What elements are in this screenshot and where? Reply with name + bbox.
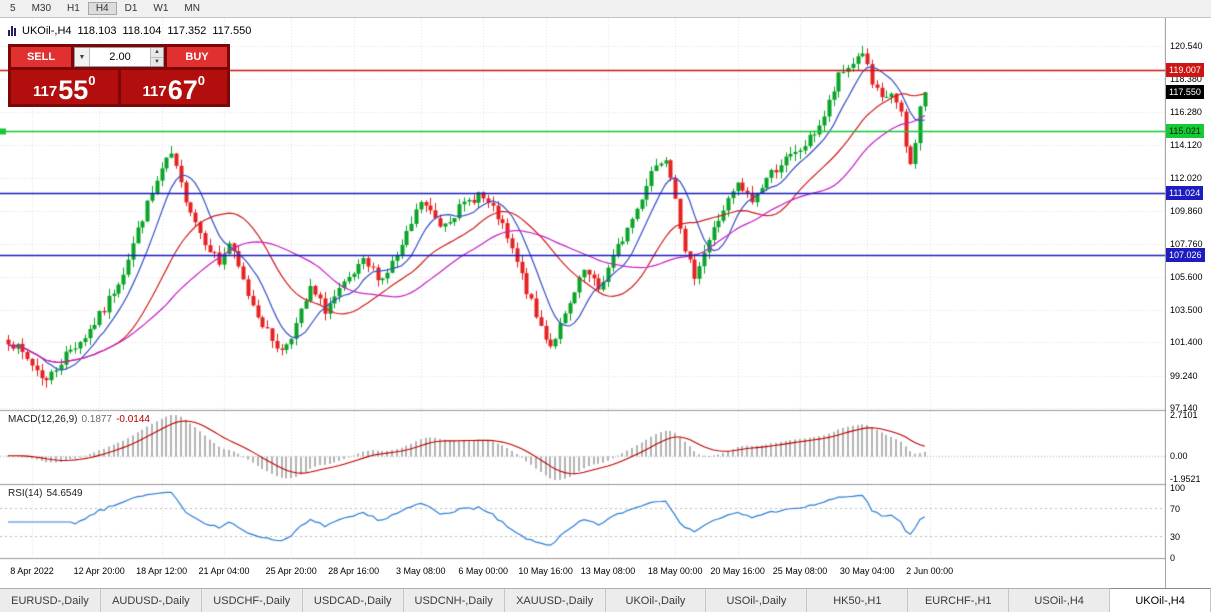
sell-price-display[interactable]: 117 55 0	[11, 70, 118, 104]
chart-tab-usdcad-daily[interactable]: USDCAD-,Daily	[303, 589, 404, 612]
price-tick: 97.140	[1170, 403, 1198, 413]
price-tick: 120.540	[1170, 41, 1203, 51]
spinner-up-icon[interactable]: ▲	[151, 48, 163, 58]
chart-region: UKOil-,H4 118.103 118.104 117.352 117.55…	[0, 18, 1211, 588]
timeframe-button-h1[interactable]: H1	[67, 3, 80, 14]
chart-tab-xauusd-daily[interactable]: XAUUSD-,Daily	[505, 589, 606, 612]
time-label: 28 Apr 16:00	[328, 566, 380, 576]
volume-spinner[interactable]: ▲ ▼	[150, 48, 163, 66]
sell-price-main: 117	[33, 83, 58, 100]
time-axis: 8 Apr 2022 12 Apr 20:00 18 Apr 12:00 21 Apr…	[0, 560, 1165, 588]
macd-signal-value: -0.0144	[116, 414, 150, 425]
ohlc-close: 117.550	[212, 25, 252, 37]
price-tick: 105.600	[1170, 272, 1203, 282]
price-axis: 120.540 118.380 116.280 114.120 112.020 109.8…	[1166, 18, 1211, 588]
time-label: 10 May 16:00	[518, 566, 573, 576]
one-click-trade-panel: SELL ▼ 2.00 ▲ ▼ BUY 117 55 0 117 67 0	[8, 44, 230, 107]
rsi-axis-tick: 100	[1170, 483, 1186, 493]
chart-tab-ukoil-daily[interactable]: UKOil-,Daily	[606, 589, 707, 612]
price-level-badge: 117.550	[1166, 85, 1204, 99]
price-tick: 118.380	[1170, 74, 1202, 84]
price-tick: 99.240	[1170, 371, 1198, 381]
buy-price-pip: 0	[197, 73, 205, 88]
time-label: 25 May 08:00	[772, 566, 828, 576]
chart-tab-usdcnh-daily[interactable]: USDCNH-,Daily	[404, 589, 505, 612]
sell-price-big: 55	[58, 75, 89, 105]
timeframe-button-h4[interactable]: H4	[87, 2, 117, 15]
ohlc-low: 117.352	[167, 25, 207, 37]
time-label: 21 Apr 04:00	[198, 566, 250, 576]
time-label: 18 Apr 12:00	[136, 566, 188, 576]
volume-value[interactable]: 2.00	[109, 51, 131, 63]
sell-price-pip: 0	[88, 73, 96, 88]
spinner-down-icon[interactable]: ▼	[151, 57, 163, 66]
chart-icon	[8, 26, 16, 36]
chart-tab-usdchf-daily[interactable]: USDCHF-,Daily	[202, 589, 303, 612]
buy-price-display[interactable]: 117 67 0	[120, 70, 227, 105]
symbol-period-label: UKOil-,H4	[22, 25, 72, 37]
price-tick: 114.120	[1170, 140, 1202, 150]
timeframe-button-5[interactable]: 5	[10, 3, 16, 14]
time-label: 13 May 08:00	[580, 566, 636, 576]
volume-field[interactable]: ▼ 2.00 ▲ ▼	[74, 47, 164, 67]
time-label: 20 May 16:00	[710, 566, 765, 576]
volume-dropdown-icon[interactable]: ▼	[75, 48, 90, 66]
time-label: 2 Jun 00:00	[906, 566, 954, 576]
timeframe-button-d1[interactable]: D1	[124, 3, 138, 14]
price-level-badge: 115.021	[1166, 124, 1204, 138]
time-label: 3 May 08:00	[396, 566, 446, 576]
buy-price-big: 67	[167, 75, 198, 105]
time-label: 8 Apr 2022	[10, 566, 54, 576]
price-level-badge: 107.026	[1166, 248, 1205, 262]
chart-tab-eurusd-daily[interactable]: EURUSD-,Daily	[0, 589, 101, 612]
macd-axis-tick: 2.7101	[1170, 410, 1198, 420]
ohlc-open: 118.103	[77, 25, 117, 37]
chart-tab-bar: EURUSD-,Daily AUDUSD-,Daily USDCHF-,Daily U…	[0, 588, 1211, 612]
macd-indicator-label: MACD(12,26,9) 0.1877 -0.0144	[8, 414, 150, 425]
rsi-axis-tick: 0	[1170, 553, 1176, 563]
rsi-axis-tick: 30	[1170, 532, 1181, 542]
chart-tab-ukoil-h4[interactable]: UKOil-,H4	[1110, 588, 1211, 612]
time-label: 25 Apr 20:00	[265, 566, 317, 576]
macd-main-value: 0.1877	[81, 414, 113, 425]
timeframe-toolbar: 5 M30 H1 H4 D1 W1 MN	[0, 0, 1211, 18]
chart-tab-usoil-h4[interactable]: USOil-,H4	[1009, 589, 1111, 612]
macd-name: MACD(12,26,9)	[8, 414, 78, 425]
rsi-name: RSI(14)	[8, 488, 43, 499]
price-tick: 112.020	[1170, 173, 1202, 183]
timeframe-button-mn[interactable]: MN	[184, 3, 200, 14]
rsi-value: 54.6549	[46, 488, 83, 499]
sell-button[interactable]: SELL	[11, 47, 71, 67]
buy-price-main: 117	[142, 83, 167, 100]
macd-axis-tick: 0.00	[1170, 450, 1188, 461]
time-label: 30 May 04:00	[839, 566, 895, 576]
price-level-badge: 111.024	[1166, 186, 1204, 200]
time-label: 6 May 00:00	[458, 566, 508, 576]
chart-ohlc-header: UKOil-,H4 118.103 118.104 117.352 117.55…	[8, 25, 251, 37]
buy-button[interactable]: BUY	[167, 47, 227, 67]
chart-tab-usoil-daily[interactable]: USOil-,Daily	[706, 589, 808, 612]
macd-axis-tick: -1.9521	[1170, 474, 1201, 484]
rsi-indicator-label: RSI(14) 54.6549	[8, 488, 83, 499]
time-label: 18 May 00:00	[647, 566, 703, 576]
price-tick: 103.500	[1170, 305, 1203, 315]
rsi-axis-tick: 70	[1170, 504, 1181, 514]
chart-tab-audusd-daily[interactable]: AUDUSD-,Daily	[101, 589, 202, 612]
price-level-badge: 119.007	[1166, 63, 1204, 77]
price-tick: 109.860	[1170, 206, 1203, 216]
timeframe-button-w1[interactable]: W1	[153, 3, 169, 14]
price-tick: 116.280	[1170, 107, 1202, 117]
price-chart-canvas[interactable]	[0, 18, 1166, 588]
chart-tab-eurchf-h1[interactable]: EURCHF-,H1	[908, 589, 1010, 612]
timeframe-button-m30[interactable]: M30	[31, 3, 52, 14]
chart-tab-hk50-h1[interactable]: HK50-,H1	[807, 589, 909, 612]
price-tick: 101.400	[1170, 337, 1203, 347]
time-label: 12 Apr 20:00	[73, 566, 125, 576]
price-tick: 107.760	[1170, 239, 1203, 249]
ohlc-high: 118.104	[122, 25, 162, 37]
